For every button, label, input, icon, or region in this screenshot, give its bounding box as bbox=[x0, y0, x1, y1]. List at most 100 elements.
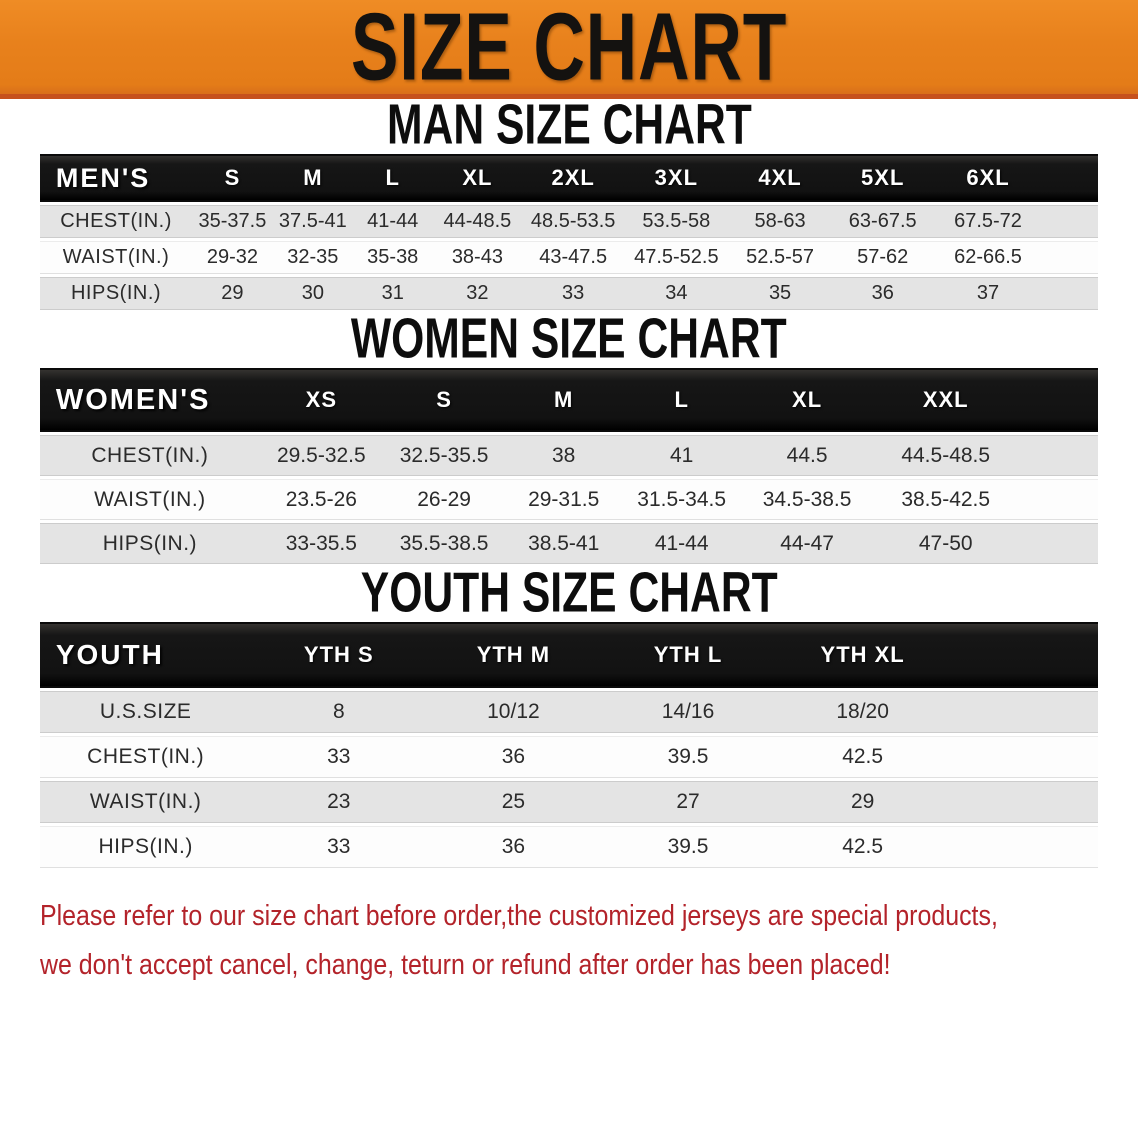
women-section-heading: WOMEN SIZE CHART bbox=[0, 307, 1138, 371]
size-column-header: 4XL bbox=[728, 154, 832, 202]
measurement-value: 35-37.5 bbox=[192, 205, 273, 238]
spacer-cell bbox=[1018, 523, 1099, 564]
measurement-value: 44-47 bbox=[741, 523, 873, 564]
spacer-cell bbox=[1018, 368, 1099, 432]
measurement-value: 35-38 bbox=[353, 241, 433, 274]
size-column-header: 2XL bbox=[522, 154, 624, 202]
measurement-value: 57-62 bbox=[831, 241, 935, 274]
size-column-header: 5XL bbox=[831, 154, 935, 202]
spacer-cell bbox=[949, 781, 1099, 823]
size-column-header: XL bbox=[432, 154, 523, 202]
disclaimer-line-2: we don't accept cancel, change, teturn o… bbox=[40, 949, 891, 982]
measurement-value: 35.5-38.5 bbox=[382, 523, 506, 564]
measurement-row: U.S.SIZE 8 10/12 14/16 18/20 bbox=[39, 691, 1099, 733]
measurement-value: 23 bbox=[251, 781, 427, 823]
measurement-row: HIPS(IN.) 29 30 31 32 33 34 35 36 37 bbox=[39, 277, 1099, 310]
women-section: WOMEN SIZE CHART WOMEN'S XS S M L XL XXL CHEST(… bbox=[0, 307, 1138, 567]
size-column-header: YTH XL bbox=[775, 622, 950, 688]
measurement-value: 33 bbox=[251, 826, 427, 868]
size-column-header: YTH M bbox=[426, 622, 601, 688]
size-column-header: 3XL bbox=[623, 154, 729, 202]
measurement-label: WAIST(IN.) bbox=[39, 241, 193, 274]
measurement-value: 32 bbox=[432, 277, 523, 310]
measurement-value: 67.5-72 bbox=[934, 205, 1042, 238]
measurement-value: 52.5-57 bbox=[728, 241, 832, 274]
spacer-cell bbox=[1041, 277, 1099, 310]
size-table-header-row: MEN'S S M L XL 2XL 3XL 4XL 5XL 6XL bbox=[39, 154, 1099, 202]
spacer-cell bbox=[1041, 154, 1099, 202]
measurement-value: 41-44 bbox=[353, 205, 433, 238]
youth-size-table: YOUTH YTH S YTH M YTH L YTH XL U.S.SIZE 8 10/12… bbox=[39, 619, 1099, 871]
size-column-header: 6XL bbox=[934, 154, 1042, 202]
measurement-value: 32.5-35.5 bbox=[382, 435, 506, 476]
measurement-value: 31 bbox=[353, 277, 433, 310]
measurement-value: 62-66.5 bbox=[934, 241, 1042, 274]
measurement-value: 23.5-26 bbox=[259, 479, 383, 520]
measurement-value: 29 bbox=[192, 277, 273, 310]
spacer-cell bbox=[949, 622, 1099, 688]
measurement-row: CHEST(IN.) 35-37.5 37.5-41 41-44 44-48.5 48.5… bbox=[39, 205, 1099, 238]
measurement-row: CHEST(IN.) 29.5-32.5 32.5-35.5 38 41 44.5 44.5… bbox=[39, 435, 1099, 476]
men-section-heading-text: MAN SIZE CHART bbox=[386, 93, 752, 157]
measurement-value: 37 bbox=[934, 277, 1042, 310]
measurement-label: HIPS(IN.) bbox=[39, 277, 193, 310]
measurement-value: 31.5-34.5 bbox=[621, 479, 742, 520]
measurement-value: 30 bbox=[272, 277, 354, 310]
banner-title: SIZE CHART bbox=[350, 0, 788, 101]
spacer-cell bbox=[949, 736, 1099, 778]
size-column-header: M bbox=[272, 154, 354, 202]
size-column-header: L bbox=[621, 368, 742, 432]
measurement-value: 33 bbox=[522, 277, 624, 310]
measurement-value: 38.5-41 bbox=[505, 523, 622, 564]
women-section-heading-text: WOMEN SIZE CHART bbox=[351, 307, 787, 371]
measurement-value: 34.5-38.5 bbox=[741, 479, 873, 520]
measurement-value: 8 bbox=[251, 691, 427, 733]
measurement-label: CHEST(IN.) bbox=[39, 205, 193, 238]
size-column-header: S bbox=[382, 368, 506, 432]
spacer-cell bbox=[1018, 479, 1099, 520]
measurement-value: 42.5 bbox=[775, 826, 950, 868]
measurement-label: CHEST(IN.) bbox=[39, 435, 260, 476]
table-category-label: WOMEN'S bbox=[39, 368, 260, 432]
size-column-header: L bbox=[353, 154, 433, 202]
measurement-row: WAIST(IN.) 29-32 32-35 35-38 38-43 43-47.5 47.… bbox=[39, 241, 1099, 274]
measurement-row: CHEST(IN.) 33 36 39.5 42.5 bbox=[39, 736, 1099, 778]
measurement-label: WAIST(IN.) bbox=[39, 479, 260, 520]
measurement-value: 34 bbox=[623, 277, 729, 310]
size-column-header: M bbox=[505, 368, 622, 432]
measurement-value: 39.5 bbox=[600, 826, 776, 868]
measurement-label: U.S.SIZE bbox=[39, 691, 252, 733]
table-category-label: MEN'S bbox=[39, 154, 193, 202]
size-table-header-row: YOUTH YTH S YTH M YTH L YTH XL bbox=[39, 622, 1099, 688]
measurement-value: 33-35.5 bbox=[259, 523, 383, 564]
spacer-cell bbox=[1018, 435, 1099, 476]
youth-section-heading: YOUTH SIZE CHART bbox=[0, 561, 1138, 625]
measurement-value: 38-43 bbox=[432, 241, 523, 274]
measurement-value: 44.5 bbox=[741, 435, 873, 476]
measurement-value: 32-35 bbox=[272, 241, 354, 274]
measurement-label: WAIST(IN.) bbox=[39, 781, 252, 823]
measurement-value: 29-31.5 bbox=[505, 479, 622, 520]
measurement-value: 10/12 bbox=[426, 691, 601, 733]
size-column-header: XS bbox=[259, 368, 383, 432]
measurement-value: 29-32 bbox=[192, 241, 273, 274]
measurement-row: HIPS(IN.) 33-35.5 35.5-38.5 38.5-41 41-44 44-… bbox=[39, 523, 1099, 564]
measurement-value: 36 bbox=[426, 826, 601, 868]
men-section: MAN SIZE CHART MEN'S S M L XL 2XL 3XL 4XL 5XL 6XL… bbox=[0, 93, 1138, 313]
youth-section-heading-text: YOUTH SIZE CHART bbox=[360, 561, 778, 625]
measurement-value: 38.5-42.5 bbox=[872, 479, 1019, 520]
measurement-value: 41 bbox=[621, 435, 742, 476]
men-size-table: MEN'S S M L XL 2XL 3XL 4XL 5XL 6XL CHEST(IN.) 35-37… bbox=[39, 151, 1099, 313]
measurement-value: 26-29 bbox=[382, 479, 506, 520]
spacer-cell bbox=[1041, 205, 1099, 238]
measurement-value: 44.5-48.5 bbox=[872, 435, 1019, 476]
size-column-header: XXL bbox=[872, 368, 1019, 432]
measurement-value: 37.5-41 bbox=[272, 205, 354, 238]
size-column-header: XL bbox=[741, 368, 873, 432]
measurement-value: 39.5 bbox=[600, 736, 776, 778]
women-size-table: WOMEN'S XS S M L XL XXL CHEST(IN.) 29.5-32.5 32.5… bbox=[39, 365, 1099, 567]
men-section-heading: MAN SIZE CHART bbox=[0, 93, 1138, 157]
measurement-value: 41-44 bbox=[621, 523, 742, 564]
disclaimer: Please refer to our size chart before or… bbox=[0, 897, 1138, 985]
